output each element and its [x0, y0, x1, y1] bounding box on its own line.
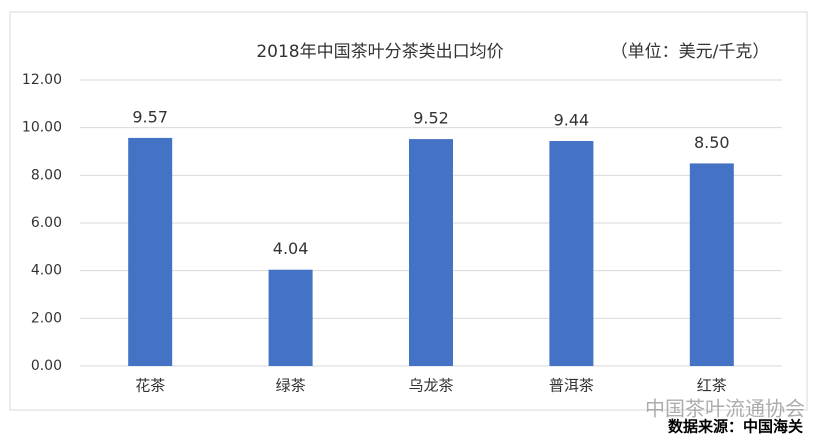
y-tick-label: 2.00 — [31, 310, 62, 326]
watermark: 中国茶叶流通协会 — [645, 397, 805, 421]
bar — [268, 269, 313, 366]
value-label: 9.44 — [554, 111, 590, 130]
y-tick-label: 12.00 — [22, 72, 62, 88]
x-tick-label: 绿茶 — [276, 377, 306, 395]
value-label: 8.50 — [694, 133, 730, 152]
chart-title: 2018年中国茶叶分茶类出口均价 — [256, 42, 503, 62]
y-tick-label: 8.00 — [31, 167, 62, 183]
bar — [549, 141, 594, 366]
x-tick-label: 普洱茶 — [549, 377, 594, 395]
bar — [128, 137, 173, 366]
value-label: 4.04 — [273, 239, 309, 258]
x-tick-label: 乌龙茶 — [408, 377, 453, 395]
y-tick-label: 10.00 — [22, 120, 62, 136]
value-label: 9.52 — [413, 109, 449, 128]
unit-note: （单位：美元/千克） — [611, 42, 770, 62]
x-tick-label: 红茶 — [697, 377, 727, 395]
bar — [689, 163, 734, 366]
value-label: 9.57 — [132, 107, 168, 126]
y-tick-label: 6.00 — [31, 215, 62, 231]
y-tick-label: 4.00 — [31, 263, 62, 279]
source-note: 数据来源：中国海关 — [668, 418, 803, 434]
y-tick-label: 0.00 — [31, 358, 62, 374]
x-tick-label: 花茶 — [135, 377, 165, 395]
bar — [409, 139, 453, 366]
